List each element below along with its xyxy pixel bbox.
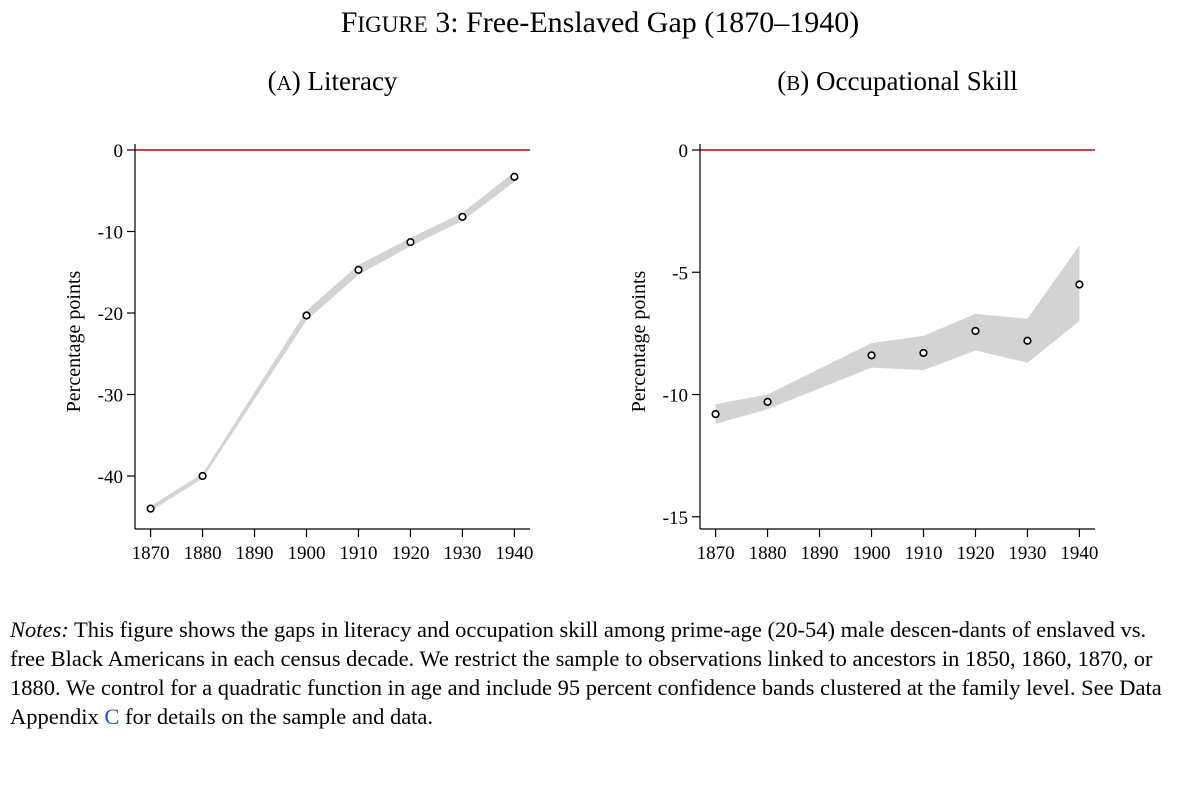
skill-x-tick-label: 1890 (801, 543, 839, 564)
literacy-x-tick-label: 1890 (236, 543, 274, 564)
occupational-skill-chart: 0 -5 -10 -15 1870 1880 1890 1900 1910 1920 1930 194… (628, 141, 1098, 564)
literacy-point (302, 311, 311, 320)
skill-x-tick-label: 1880 (749, 543, 787, 564)
literacy-point (198, 471, 207, 481)
figure-title: FIGURE 3: Free-Enslaved Gap (1870–1940) (340, 6, 860, 39)
literacy-y-tick-label: -10 (98, 223, 123, 244)
panel-b-title: (B) Occupational Skill (777, 66, 1018, 96)
literacy-x-tick-label: 1900 (288, 543, 326, 564)
literacy-x-tick-label: 1930 (443, 543, 481, 564)
skill-confidence-band (715, 245, 1080, 424)
skill-x-tick-label: 1930 (1008, 543, 1046, 564)
skill-point (711, 409, 720, 419)
literacy-x-tick-label: 1910 (339, 543, 377, 564)
skill-x-tick-label: 1910 (904, 543, 942, 564)
skill-point (763, 397, 772, 406)
literacy-chart: 0 -10 -20 -30 -40 1870 1880 1890 1900 1910 1920 193… (63, 141, 533, 564)
skill-point (867, 351, 876, 360)
literacy-y-tick-label: -30 (98, 386, 123, 407)
notes-text-end: for details on the sample and data. (119, 704, 434, 729)
skill-x-tick-label: 1900 (853, 543, 891, 564)
skill-x-tick-label: 1920 (956, 543, 994, 564)
appendix-link[interactable]: C (104, 704, 120, 729)
notes-text: This figure shows the gaps in literacy a… (10, 617, 1162, 729)
skill-point (971, 326, 980, 336)
literacy-x-tick-label: 1880 (184, 543, 222, 564)
skill-y-axis-label: Percentage points (628, 270, 650, 412)
literacy-point (510, 172, 519, 181)
literacy-x-tick-label: 1920 (391, 543, 429, 564)
literacy-y-axis-label: Percentage points (63, 270, 85, 412)
panel-a-title: (A) Literacy (267, 66, 398, 96)
skill-point (1075, 280, 1084, 289)
literacy-x-tick-label: 1870 (132, 543, 170, 564)
literacy-point (354, 265, 363, 274)
literacy-y-tick-label: -20 (98, 304, 123, 325)
literacy-point (458, 212, 467, 221)
skill-y-tick-label: 0 (679, 141, 689, 162)
skill-x-tick-label: 1870 (697, 543, 735, 564)
literacy-point (146, 504, 155, 513)
skill-y-tick-label: -15 (663, 508, 688, 529)
skill-y-tick-label: -10 (663, 386, 688, 407)
literacy-y-tick-label: 0 (114, 141, 124, 162)
skill-y-tick-label: -5 (672, 263, 688, 284)
figure-notes: Notes: This figure shows the gaps in lit… (10, 615, 1180, 731)
literacy-point (406, 238, 415, 247)
literacy-x-tick-label: 1940 (495, 543, 533, 564)
skill-x-tick-label: 1940 (1060, 543, 1098, 564)
notes-label: Notes: (10, 617, 69, 642)
literacy-y-tick-label: -40 (98, 467, 123, 488)
skill-point (919, 348, 928, 358)
skill-point (1023, 336, 1032, 345)
literacy-confidence-band (150, 172, 515, 512)
